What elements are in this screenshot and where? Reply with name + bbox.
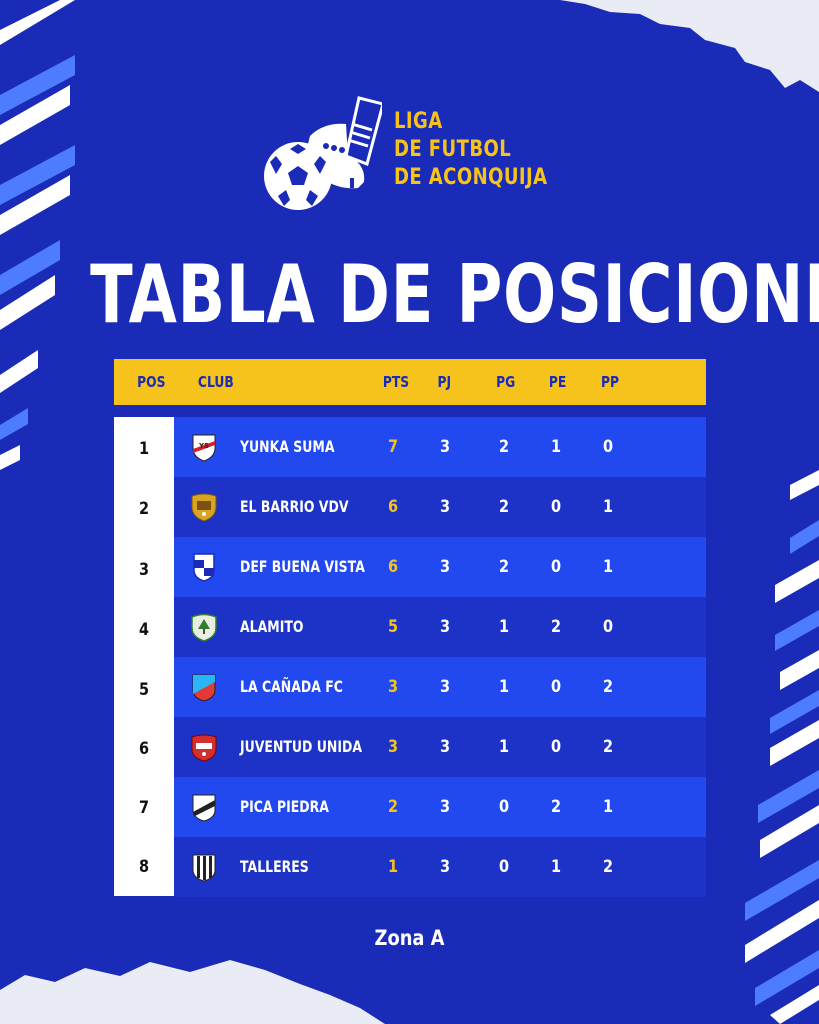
header-pg: PG — [496, 373, 516, 391]
played-value: 3 — [439, 437, 451, 457]
points-value: 3 — [387, 737, 399, 757]
drawn-value: 0 — [550, 677, 562, 697]
header-pts: PTS — [382, 373, 410, 391]
header-pp: PP — [600, 373, 620, 391]
def-buena-vista-crest-icon — [193, 553, 215, 582]
drawn-value: 1 — [550, 857, 562, 877]
lost-value: 0 — [602, 437, 614, 457]
position-number: 1 — [138, 439, 150, 459]
table-row: JUVENTUD UNIDA 3 3 1 0 2 — [174, 717, 706, 777]
table-header: POS CLUB PTS PJ PG PE PP — [114, 359, 706, 405]
club-name: TALLERES — [240, 857, 309, 876]
la-canada-fc-crest-icon — [192, 674, 216, 702]
talleres-crest-icon — [192, 854, 216, 882]
club-name: EL BARRIO VDV — [240, 497, 349, 516]
league-name: LIGA DE FUTBOL DE ACONQUIJA — [394, 108, 581, 192]
league-name-line2: DE FUTBOL — [394, 137, 512, 162]
zone-label: Zona A — [374, 926, 445, 950]
won-value: 0 — [498, 797, 510, 817]
club-name: PICA PIEDRA — [240, 797, 329, 816]
position-number: 3 — [138, 560, 150, 580]
league-logo-icon — [264, 96, 382, 210]
header-pe: PE — [548, 373, 567, 391]
points-value: 6 — [387, 497, 399, 517]
played-value: 3 — [439, 797, 451, 817]
played-value: 3 — [439, 497, 451, 517]
alamito-crest-icon — [191, 613, 217, 642]
table-row: ALAMITO 5 3 1 2 0 — [174, 597, 706, 657]
lost-value: 2 — [602, 737, 614, 757]
lost-value: 1 — [602, 797, 614, 817]
won-value: 0 — [498, 857, 510, 877]
played-value: 3 — [439, 737, 451, 757]
lost-value: 2 — [602, 677, 614, 697]
pica-piedra-crest-icon — [192, 794, 216, 822]
points-value: 6 — [387, 557, 399, 577]
drawn-value: 0 — [550, 737, 562, 757]
position-column: 1 2 3 4 5 6 7 8 — [114, 417, 174, 896]
position-number: 5 — [138, 680, 150, 700]
won-value: 2 — [498, 497, 510, 517]
club-name: YUNKA SUMA — [240, 437, 335, 456]
points-value: 7 — [387, 437, 399, 457]
drawn-value: 2 — [550, 797, 562, 817]
played-value: 3 — [439, 677, 451, 697]
played-value: 3 — [439, 557, 451, 577]
table-row: LA CAÑADA FC 3 3 1 0 2 — [174, 657, 706, 717]
won-value: 2 — [498, 557, 510, 577]
yunka-suma-crest-icon: YS — [192, 434, 216, 462]
points-value: 2 — [387, 797, 399, 817]
table-row: PICA PIEDRA 2 3 0 2 1 — [174, 777, 706, 837]
drawn-value: 0 — [550, 497, 562, 517]
points-value: 5 — [387, 617, 399, 637]
club-name: ALAMITO — [240, 617, 304, 636]
position-number: 7 — [138, 798, 150, 818]
played-value: 3 — [439, 857, 451, 877]
points-value: 3 — [387, 677, 399, 697]
points-value: 1 — [387, 857, 399, 877]
table-row: DEF BUENA VISTA 6 3 2 0 1 — [174, 537, 706, 597]
lost-value: 0 — [602, 617, 614, 637]
table-row: EL BARRIO VDV 6 3 2 0 1 — [174, 477, 706, 537]
header-pj: PJ — [437, 373, 452, 391]
won-value: 1 — [498, 677, 510, 697]
club-name: JUVENTUD UNIDA — [240, 737, 362, 756]
won-value: 2 — [498, 437, 510, 457]
position-number: 8 — [138, 857, 150, 877]
position-number: 4 — [138, 620, 150, 640]
club-name: DEF BUENA VISTA — [240, 557, 365, 576]
drawn-value: 2 — [550, 617, 562, 637]
el-barrio-vdv-crest-icon — [191, 493, 217, 522]
drawn-value: 0 — [550, 557, 562, 577]
league-name-line1: LIGA — [394, 109, 443, 134]
lost-value: 2 — [602, 857, 614, 877]
club-name: LA CAÑADA FC — [240, 677, 343, 696]
juventud-unida-crest-icon — [191, 734, 217, 762]
table-row: YS YUNKA SUMA 7 3 2 1 0 — [174, 417, 706, 477]
drawn-value: 1 — [550, 437, 562, 457]
svg-text:YS: YS — [198, 442, 209, 450]
header-pos: POS — [137, 373, 166, 391]
header-club: CLUB — [197, 373, 234, 391]
won-value: 1 — [498, 737, 510, 757]
played-value: 3 — [439, 617, 451, 637]
league-name-line3: DE ACONQUIJA — [394, 165, 548, 190]
position-number: 2 — [138, 499, 150, 519]
lost-value: 1 — [602, 497, 614, 517]
position-number: 6 — [138, 739, 150, 759]
page-title: TABLA DE POSICIONES — [90, 248, 819, 341]
lost-value: 1 — [602, 557, 614, 577]
won-value: 1 — [498, 617, 510, 637]
table-row: TALLERES 1 3 0 1 2 — [174, 837, 706, 897]
